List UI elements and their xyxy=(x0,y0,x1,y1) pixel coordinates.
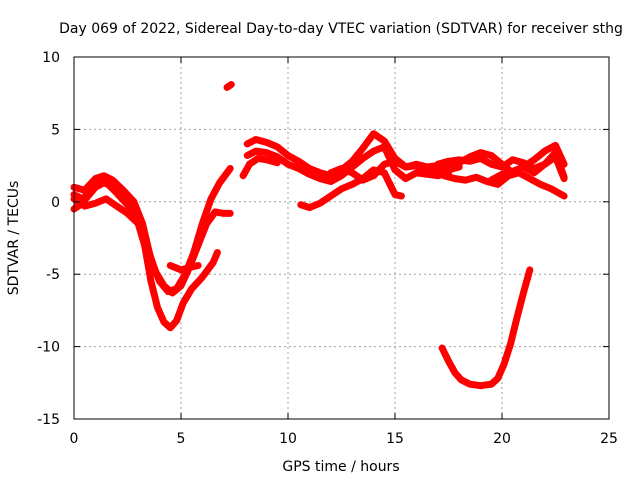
y-tick-label: -15 xyxy=(37,412,60,428)
y-tick-label: 5 xyxy=(51,122,60,138)
x-tick-label: 25 xyxy=(600,431,618,447)
y-tick-label: -5 xyxy=(46,267,60,283)
series-track-10 xyxy=(297,166,405,212)
series-track-4 xyxy=(70,178,121,213)
grid-layer xyxy=(74,57,609,419)
chart-title: Day 069 of 2022, Sidereal Day-to-day VTE… xyxy=(59,21,623,37)
y-axis-label: SDTVAR / TECUs xyxy=(6,181,22,296)
y-tick-label: 10 xyxy=(42,50,60,66)
series-track-5 xyxy=(166,262,202,274)
series-track-13 xyxy=(440,169,568,200)
series-track-9 xyxy=(239,154,281,180)
series-track-3 xyxy=(70,195,221,332)
x-axis-label: GPS time / hours xyxy=(282,459,399,475)
x-tick-label: 0 xyxy=(70,431,79,447)
plot-frame xyxy=(73,56,610,420)
series-track-14 xyxy=(487,153,568,184)
x-tick-label: 15 xyxy=(386,431,404,447)
y-tick-label: 0 xyxy=(51,195,60,211)
series-track-6 xyxy=(223,81,235,91)
x-tick-label: 10 xyxy=(279,431,297,447)
y-tick-label: -10 xyxy=(37,340,60,356)
x-tick-label: 5 xyxy=(177,431,186,447)
tick-layer: 0 5 10 15 20 25 -15 -10 -5 0 5 10 xyxy=(37,50,618,447)
series-layer xyxy=(70,81,568,390)
x-tick-label: 20 xyxy=(493,431,511,447)
series-track-15 xyxy=(438,266,534,390)
